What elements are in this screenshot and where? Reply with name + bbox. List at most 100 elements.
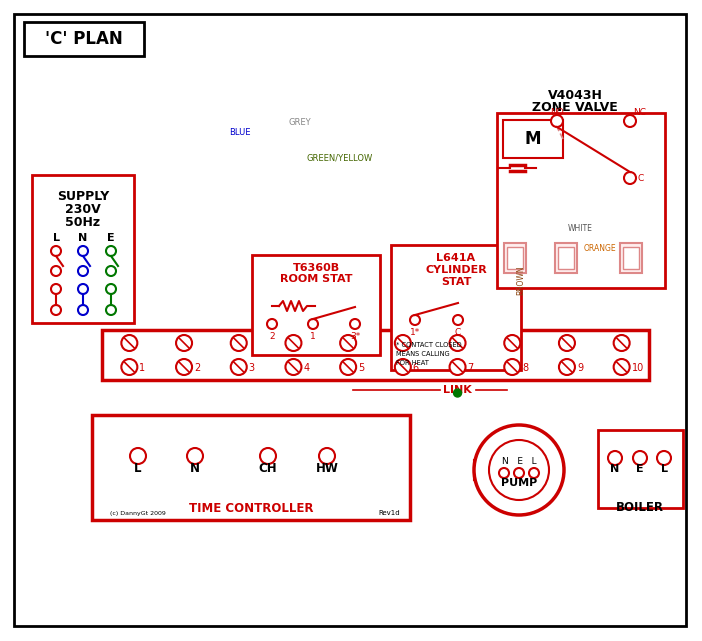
FancyBboxPatch shape <box>474 460 484 480</box>
Text: L: L <box>134 462 142 474</box>
Circle shape <box>187 448 203 464</box>
Text: 1*: 1* <box>410 328 420 337</box>
Circle shape <box>286 359 301 375</box>
Circle shape <box>504 335 520 351</box>
Circle shape <box>106 266 116 276</box>
FancyBboxPatch shape <box>535 460 545 480</box>
Text: PUMP: PUMP <box>501 478 537 488</box>
FancyBboxPatch shape <box>504 243 526 273</box>
Text: TIME CONTROLLER: TIME CONTROLLER <box>189 501 313 515</box>
Circle shape <box>614 335 630 351</box>
Circle shape <box>624 115 636 127</box>
Circle shape <box>633 451 647 465</box>
Text: L641A: L641A <box>437 253 475 263</box>
Text: GREEN/YELLOW: GREEN/YELLOW <box>307 153 373 162</box>
FancyBboxPatch shape <box>391 245 521 370</box>
Text: E: E <box>107 233 115 243</box>
Circle shape <box>529 468 539 478</box>
Circle shape <box>231 335 246 351</box>
Circle shape <box>559 335 575 351</box>
FancyBboxPatch shape <box>558 247 574 269</box>
Text: BROWN: BROWN <box>516 265 525 295</box>
Text: BOILER: BOILER <box>616 501 664 513</box>
Circle shape <box>453 389 461 397</box>
FancyBboxPatch shape <box>620 243 642 273</box>
Text: SUPPLY: SUPPLY <box>57 190 109 203</box>
Text: E: E <box>636 464 644 474</box>
Circle shape <box>176 335 192 351</box>
Text: NC: NC <box>633 108 646 117</box>
Text: CYLINDER: CYLINDER <box>425 265 487 275</box>
Text: 1: 1 <box>310 332 316 341</box>
Circle shape <box>395 359 411 375</box>
Text: 50Hz: 50Hz <box>65 215 100 228</box>
Text: T6360B: T6360B <box>293 263 340 273</box>
Circle shape <box>121 335 138 351</box>
Circle shape <box>267 319 277 329</box>
Circle shape <box>514 468 524 478</box>
Circle shape <box>231 359 246 375</box>
Text: HW: HW <box>316 462 338 474</box>
Text: 2: 2 <box>194 363 200 373</box>
Circle shape <box>350 319 360 329</box>
Text: MEANS CALLING: MEANS CALLING <box>396 351 449 357</box>
Text: 6: 6 <box>413 363 419 373</box>
Circle shape <box>395 335 411 351</box>
Text: 2: 2 <box>269 332 274 341</box>
Text: C: C <box>638 174 644 183</box>
Text: N: N <box>610 464 620 474</box>
Circle shape <box>260 448 276 464</box>
Circle shape <box>499 468 509 478</box>
Circle shape <box>614 359 630 375</box>
Circle shape <box>474 425 564 515</box>
Circle shape <box>449 359 465 375</box>
FancyBboxPatch shape <box>92 415 410 520</box>
Text: 3*: 3* <box>350 332 360 341</box>
Circle shape <box>106 246 116 256</box>
Text: 10: 10 <box>632 363 644 373</box>
Text: 5: 5 <box>358 363 364 373</box>
Circle shape <box>121 359 138 375</box>
Text: GREY: GREY <box>289 118 311 127</box>
Circle shape <box>551 115 563 127</box>
Circle shape <box>78 284 88 294</box>
FancyBboxPatch shape <box>497 113 665 288</box>
Text: 8: 8 <box>522 363 529 373</box>
Text: Rev1d: Rev1d <box>378 510 400 516</box>
FancyBboxPatch shape <box>623 247 639 269</box>
FancyBboxPatch shape <box>102 330 649 380</box>
Circle shape <box>319 448 335 464</box>
Circle shape <box>51 305 61 315</box>
FancyBboxPatch shape <box>252 255 380 355</box>
FancyBboxPatch shape <box>32 175 134 323</box>
Text: * CONTACT CLOSED: * CONTACT CLOSED <box>396 342 462 348</box>
Circle shape <box>504 359 520 375</box>
Circle shape <box>51 246 61 256</box>
Circle shape <box>286 335 301 351</box>
Text: 230V: 230V <box>65 203 101 215</box>
Text: CH: CH <box>259 462 277 474</box>
Circle shape <box>608 451 622 465</box>
Circle shape <box>449 335 465 351</box>
Circle shape <box>106 284 116 294</box>
Text: 'C' PLAN: 'C' PLAN <box>45 30 123 48</box>
Text: C: C <box>455 328 461 337</box>
Text: ZONE VALVE: ZONE VALVE <box>532 101 618 113</box>
Circle shape <box>51 284 61 294</box>
FancyBboxPatch shape <box>503 120 563 158</box>
Text: M: M <box>525 130 541 148</box>
Text: 1: 1 <box>140 363 145 373</box>
Circle shape <box>340 335 356 351</box>
Text: V4043H: V4043H <box>548 88 602 101</box>
Text: N: N <box>79 233 88 243</box>
FancyBboxPatch shape <box>24 22 144 56</box>
Text: N   E   L: N E L <box>502 456 536 465</box>
FancyBboxPatch shape <box>507 247 523 269</box>
Circle shape <box>410 315 420 325</box>
Text: N: N <box>190 462 200 474</box>
Circle shape <box>78 305 88 315</box>
Text: NO: NO <box>550 108 564 117</box>
Circle shape <box>624 172 636 184</box>
Circle shape <box>559 359 575 375</box>
Text: 9: 9 <box>577 363 583 373</box>
